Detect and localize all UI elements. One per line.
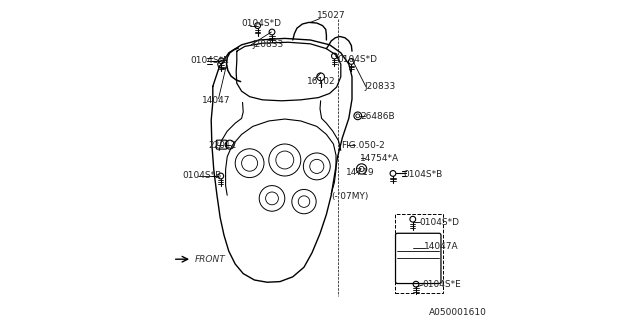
Text: 26486B: 26486B — [360, 112, 395, 121]
Text: 14719: 14719 — [346, 168, 374, 177]
Text: FRONT: FRONT — [195, 255, 225, 264]
Text: A050001610: A050001610 — [429, 308, 486, 317]
Text: 14047: 14047 — [202, 96, 230, 105]
Bar — [396, 214, 443, 293]
Text: 16102: 16102 — [307, 77, 336, 86]
Text: 15027: 15027 — [317, 12, 346, 20]
Text: 0104S*B: 0104S*B — [182, 172, 221, 180]
Text: (-'07MY): (-'07MY) — [332, 192, 369, 201]
Text: 14754*A: 14754*A — [360, 154, 399, 163]
Text: 14047A: 14047A — [424, 242, 459, 251]
Text: 0104S*E: 0104S*E — [422, 280, 461, 289]
Text: 0104S*D: 0104S*D — [338, 55, 378, 64]
Text: J20833: J20833 — [253, 40, 284, 49]
Text: 0104S*B: 0104S*B — [403, 170, 442, 179]
Text: 22012: 22012 — [208, 141, 236, 150]
Text: FIG.050-2: FIG.050-2 — [340, 141, 385, 150]
Text: J20833: J20833 — [365, 82, 396, 91]
Text: 0104S*E: 0104S*E — [191, 56, 229, 65]
Text: 0104S*D: 0104S*D — [242, 20, 282, 28]
Text: 0104S*D: 0104S*D — [419, 218, 460, 227]
